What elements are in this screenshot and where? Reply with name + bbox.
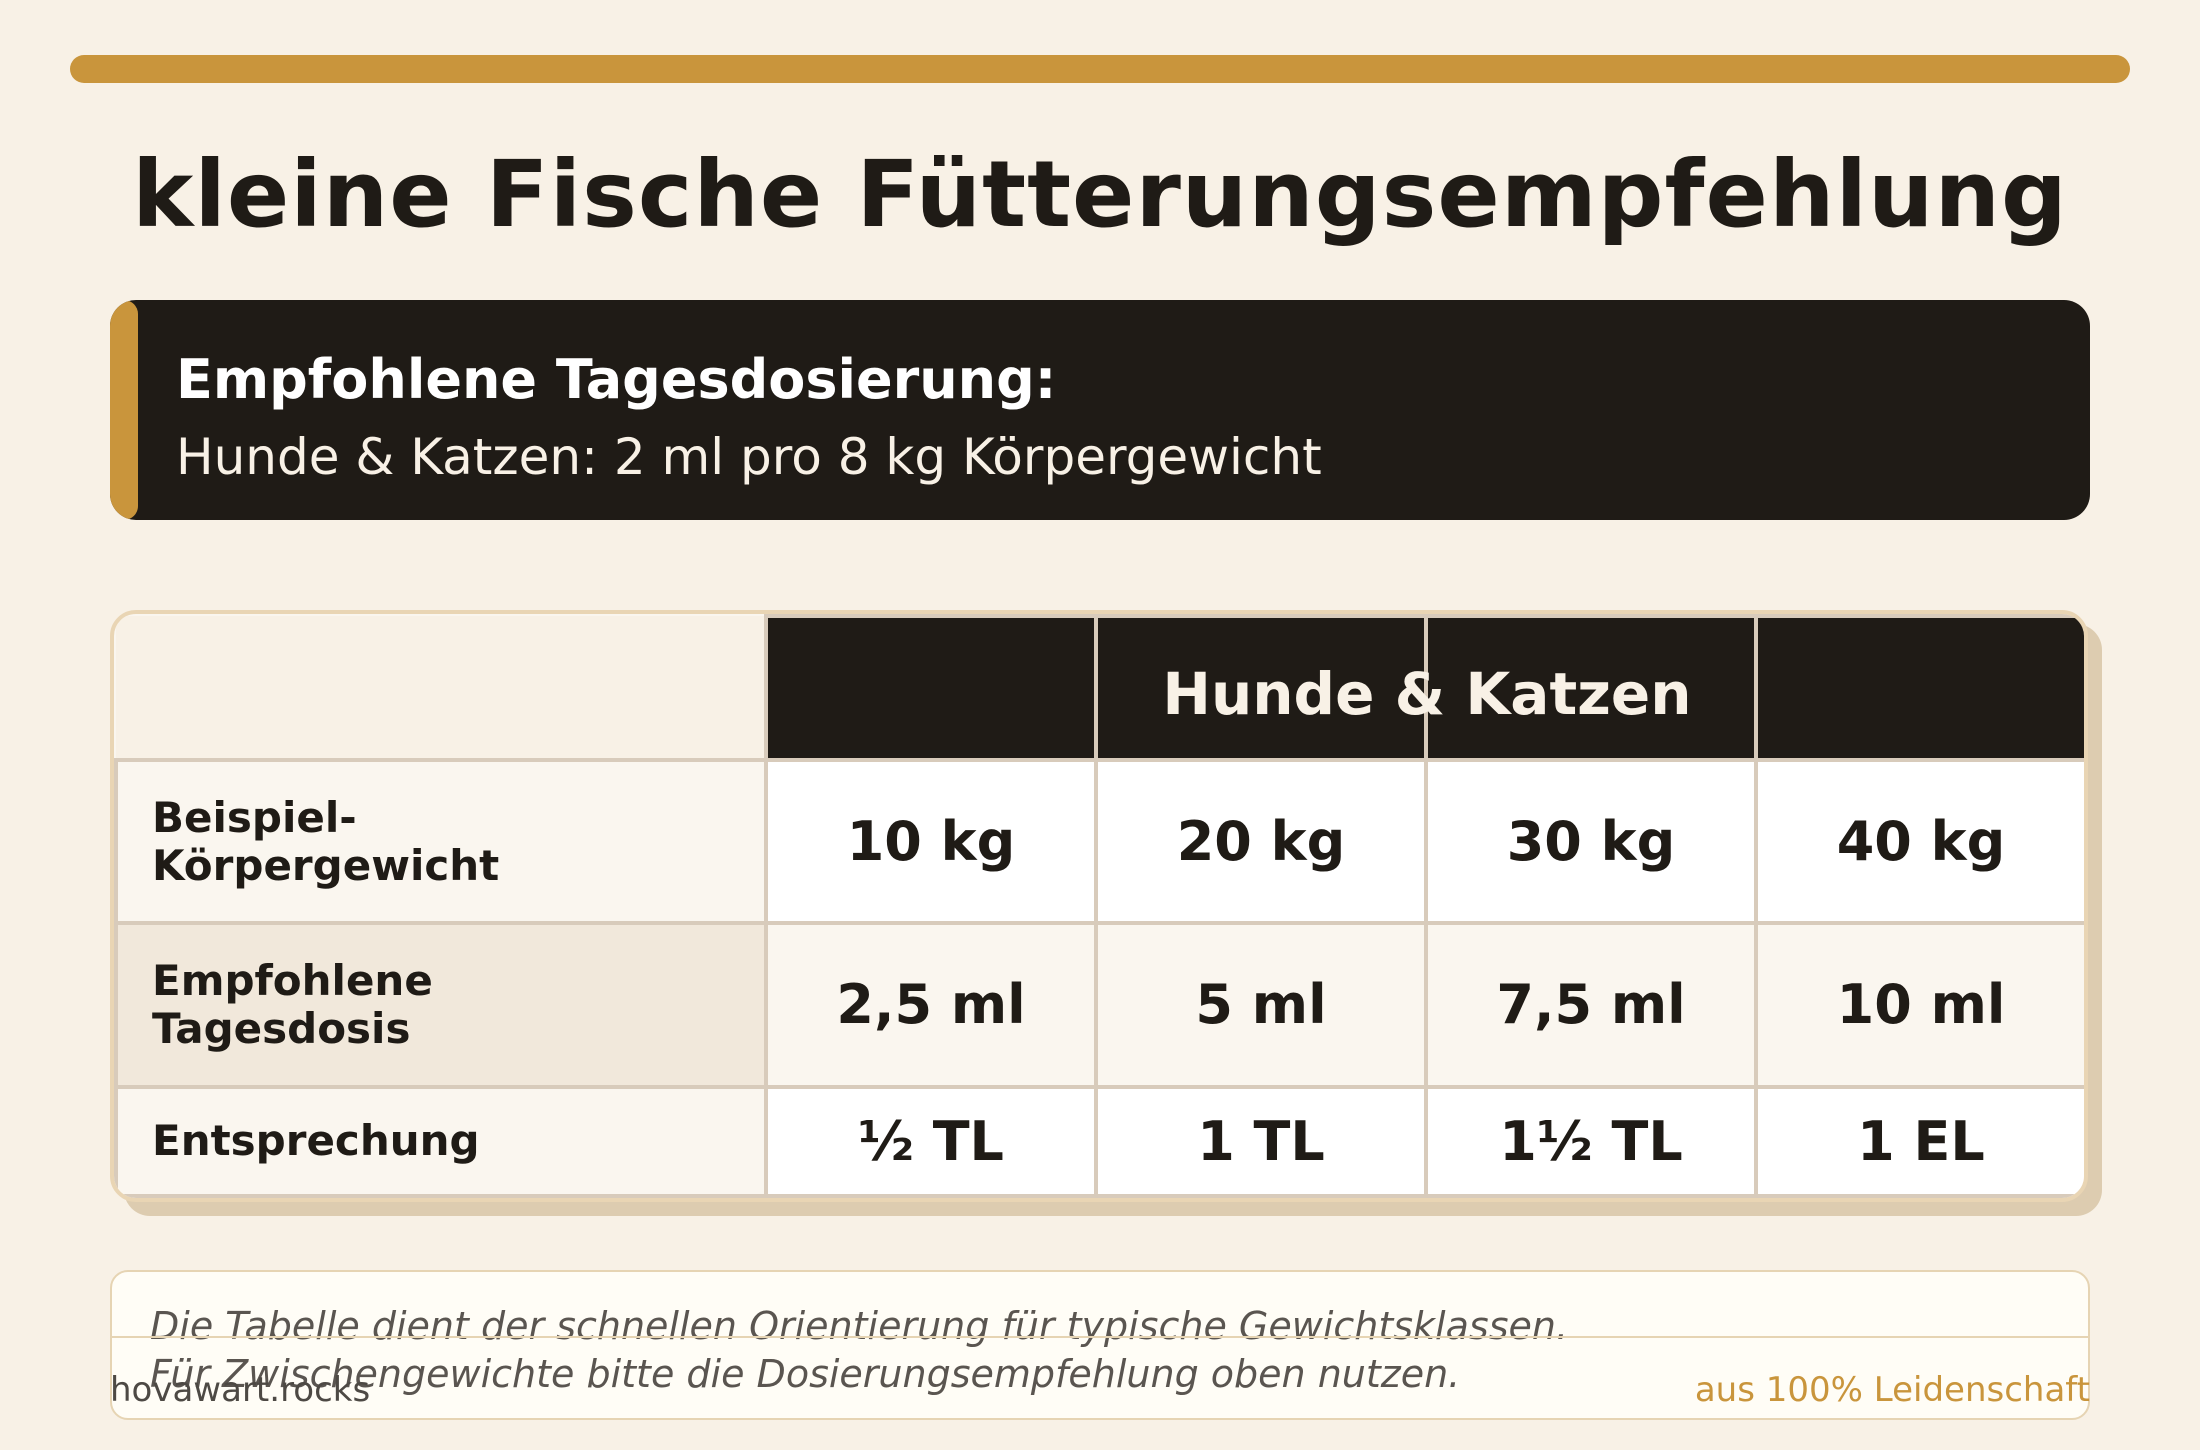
dosage-accent-bar — [110, 300, 138, 520]
table-cell: 20 kg — [1094, 757, 1428, 926]
table-cell: 30 kg — [1424, 757, 1758, 926]
dosage-text: Hunde & Katzen: 2 ml pro 8 kg Körpergewi… — [176, 428, 1322, 486]
row-label-text: Empfohlene Tagesdosis — [152, 955, 433, 1053]
header-cell — [1424, 614, 1758, 762]
header-cell — [764, 614, 1098, 762]
row-label-text: Entsprechung — [152, 1116, 480, 1166]
table-row: Empfohlene Tagesdosis 2,5 ml 5 ml 7,5 ml… — [114, 921, 2084, 1089]
note-line-1: Die Tabelle dient der schnellen Orientie… — [150, 1304, 1569, 1348]
header-cell: Hunde & Katzen — [1094, 614, 1692, 762]
header-cell — [1754, 614, 2084, 762]
table-header-label: Hunde & Katzen — [1162, 660, 1692, 728]
table-header-row: Hunde & Katzen — [116, 614, 2084, 762]
dosage-box: Empfohlene Tagesdosierung: Hunde & Katze… — [110, 300, 2090, 520]
note-box: Die Tabelle dient der schnellen Orientie… — [110, 1270, 2090, 1420]
table-cell: 2,5 ml — [764, 921, 1098, 1089]
table-cell: 10 ml — [1754, 921, 2084, 1089]
top-accent-bar — [70, 55, 2130, 83]
table-cell: ½ TL — [764, 1084, 1098, 1198]
table-cell: 40 kg — [1754, 757, 2084, 926]
table-row: Beispiel- Körpergewicht 10 kg 20 kg 30 k… — [114, 757, 2084, 926]
row-label: Beispiel- Körpergewicht — [114, 757, 768, 926]
dosage-heading: Empfohlene Tagesdosierung: — [176, 348, 1057, 411]
note-line-2: Für Zwischengewichte bitte die Dosierung… — [150, 1352, 1461, 1396]
table-cell: 10 kg — [764, 757, 1098, 926]
table-cell: 5 ml — [1094, 921, 1428, 1089]
row-label: Entsprechung — [114, 1084, 768, 1198]
table-row: Entsprechung ½ TL 1 TL 1½ TL 1 EL — [114, 1084, 2084, 1198]
row-label-text: Beispiel- Körpergewicht — [152, 792, 500, 890]
dosage-table: Hunde & Katzen Beispiel- Körpergewicht 1… — [114, 614, 2084, 1198]
header-empty-cell — [116, 616, 768, 762]
footer-site-name: hovawart.rocks — [110, 1370, 371, 1410]
table-cell: 1½ TL — [1424, 1084, 1758, 1198]
footer-tagline: aus 100% Leidenschaft — [1694, 1370, 2090, 1410]
note-divider — [112, 1336, 2088, 1338]
table-cell: 1 TL — [1094, 1084, 1428, 1198]
table-cell: 1 EL — [1754, 1084, 2084, 1198]
table-cell: 7,5 ml — [1424, 921, 1758, 1089]
row-label: Empfohlene Tagesdosis — [114, 921, 768, 1089]
page-title: kleine Fische Fütterungsempfehlung — [132, 141, 2068, 248]
dosage-table-container: Hunde & Katzen Beispiel- Körpergewicht 1… — [110, 610, 2088, 1202]
